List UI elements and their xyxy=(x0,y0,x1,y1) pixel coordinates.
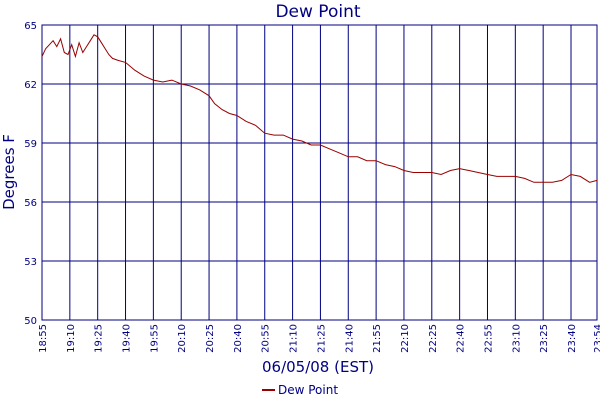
x-tick-label: 22:25 xyxy=(428,324,439,353)
y-tick-label: 62 xyxy=(24,80,37,91)
x-tick-label: 20:55 xyxy=(261,324,272,353)
x-tick-label: 20:10 xyxy=(177,324,188,353)
x-tick-label: 20:40 xyxy=(233,324,244,353)
x-tick-label: 21:55 xyxy=(372,324,383,353)
x-tick-label: 21:40 xyxy=(344,324,355,353)
x-tick-label: 23:10 xyxy=(511,324,522,353)
x-tick-label: 19:10 xyxy=(66,324,77,353)
x-tick-label: 22:55 xyxy=(483,324,494,353)
y-tick-label: 56 xyxy=(24,198,37,209)
x-tick-label: 19:40 xyxy=(122,324,133,353)
x-tick-label: 21:25 xyxy=(316,324,327,353)
x-tick-label: 20:25 xyxy=(205,324,216,353)
legend: Dew Point xyxy=(262,383,338,397)
x-tick-label: 22:40 xyxy=(456,324,467,353)
x-tick-label: 22:10 xyxy=(400,324,411,353)
chart-title: Dew Point xyxy=(275,2,360,22)
x-tick-label: 19:25 xyxy=(94,324,105,353)
plot-area xyxy=(41,24,598,321)
x-tick-label: 21:10 xyxy=(289,324,300,353)
legend-label: Dew Point xyxy=(278,383,338,397)
x-tick-labels: 18:55 19:10 19:25 19:40 19:55 20:10 20:25 20:40… xyxy=(38,324,600,353)
y-tick-label: 65 xyxy=(24,21,37,32)
y-tick-label: 53 xyxy=(24,257,37,268)
x-tick-label: 19:55 xyxy=(149,324,160,353)
series-layer xyxy=(41,34,598,183)
y-tick-label: 59 xyxy=(24,139,37,150)
x-tick-label: 23:40 xyxy=(567,324,578,353)
x-tick-label: 23:54 xyxy=(593,324,600,353)
x-axis-label: 06/05/08 (EST) xyxy=(262,358,374,376)
y-axis-label: Degrees F xyxy=(0,134,18,210)
series-line-dew-point xyxy=(41,34,598,183)
x-tick-label: 23:25 xyxy=(539,324,550,353)
x-tick-label: 18:55 xyxy=(38,324,49,353)
y-tick-label: 50 xyxy=(24,316,37,327)
plot-border xyxy=(41,24,598,321)
y-tick-labels: 50 53 56 59 62 65 xyxy=(24,21,37,327)
grid-lines xyxy=(41,24,598,321)
